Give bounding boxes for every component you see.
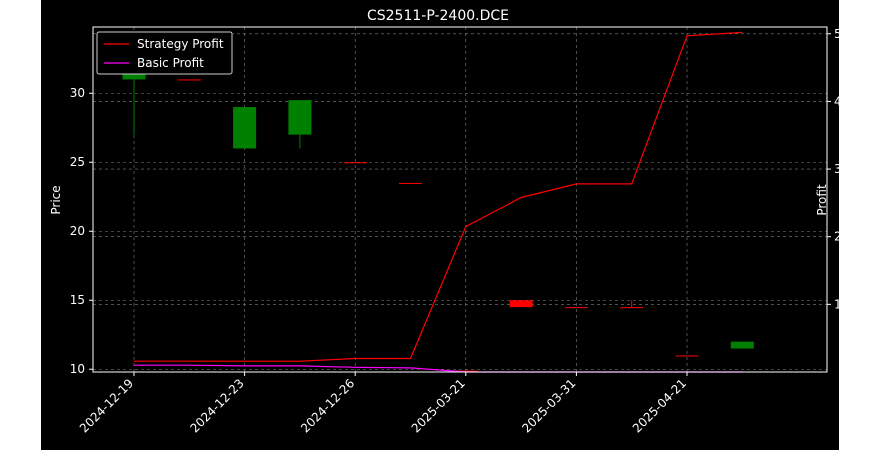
y-tick-label-right: 20 (834, 230, 839, 244)
x-tick-label: 2025-04-21 (630, 376, 689, 435)
x-tick-label: 2024-12-26 (298, 376, 357, 435)
y-axis-label-left: Price (49, 185, 63, 214)
plot-frame (92, 26, 828, 373)
y-tick-label-left: 25 (70, 155, 85, 169)
legend-label-strategy-profit: Strategy Profit (137, 37, 224, 51)
x-tick-label: 2024-12-19 (77, 376, 136, 435)
x-tick-label: 2024-12-23 (188, 376, 247, 435)
grid-lines (93, 27, 827, 372)
profit-lines (134, 31, 743, 373)
y-tick-label-left: 15 (70, 293, 85, 307)
candle-body (730, 341, 754, 349)
x-tick-label: 2025-03-21 (409, 376, 468, 435)
basic-profit-line (134, 364, 743, 373)
y-tick-label-right: 10 (834, 297, 839, 311)
strategy-profit-line (134, 31, 743, 362)
candle-body (233, 107, 257, 149)
candle-body (675, 355, 699, 357)
candle-body (620, 307, 644, 309)
candle-body (509, 300, 533, 308)
y-tick-label-right: 50 (834, 27, 839, 41)
candle-body (399, 182, 422, 184)
legend-label-basic-profit: Basic Profit (137, 56, 204, 70)
y-axis-label-right: Profit (815, 184, 829, 216)
legend: Strategy Profit Basic Profit (96, 31, 233, 75)
legend-box (96, 31, 233, 75)
y-tick-label-right: 40 (834, 94, 839, 108)
y-tick-label-left: 20 (70, 224, 85, 238)
candle-body (564, 307, 588, 309)
x-tick-label: 2025-03-31 (519, 376, 578, 435)
candle-body (288, 100, 312, 135)
y-tick-label-right: 30 (834, 162, 839, 176)
right-axis: 10 20 30 40 50 (827, 27, 839, 311)
y-tick-label-left: 10 (70, 362, 85, 376)
left-axis: 10 15 20 25 30 (70, 86, 93, 376)
candle-body (177, 79, 201, 81)
chart-title: CS2511-P-2400.DCE (367, 8, 509, 24)
y-tick-label-left: 30 (70, 86, 85, 100)
x-axis: 2024-12-19 2024-12-23 2024-12-26 2025-03-21… (77, 372, 689, 435)
candle-body (454, 370, 478, 372)
candlesticks (122, 47, 754, 372)
candle-body (343, 162, 367, 164)
